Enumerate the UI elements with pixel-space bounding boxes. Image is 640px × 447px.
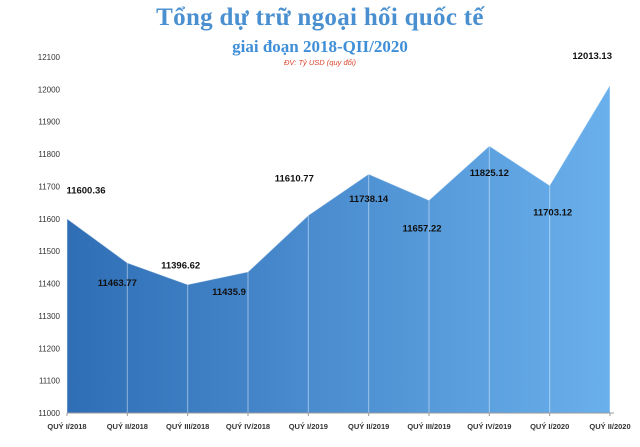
data-label: 11825.12	[470, 168, 509, 179]
chart-subtitle: giai đoạn 2018-QII/2020	[232, 37, 408, 56]
y-tick-label: 11200	[38, 344, 60, 353]
y-tick-label: 11900	[38, 118, 60, 127]
unit-note: ĐV: Tỷ USD (quy đổi)	[284, 58, 356, 67]
x-tick-label: QUÝ I/2019	[289, 422, 328, 431]
chart-title: Tổng dự trữ ngoại hối quốc tế	[156, 4, 484, 31]
data-label: 11435.9	[212, 287, 246, 298]
data-label: 11703.12	[533, 207, 572, 218]
data-label: 11463.77	[98, 278, 137, 289]
data-label: 11738.14	[349, 194, 389, 205]
y-tick-label: 11700	[38, 182, 60, 191]
data-label: 12013.13	[572, 51, 612, 62]
y-tick-label: 11400	[38, 280, 60, 289]
y-tick-label: 11600	[38, 215, 60, 224]
series-line	[66, 84, 611, 286]
x-tick-label: QUÝ II/2019	[348, 422, 389, 431]
x-tick-label: QUÝ IV/2019	[467, 422, 511, 431]
y-tick-label: 11000	[38, 409, 60, 418]
x-tick-label: QUÝ III/2019	[407, 422, 450, 431]
x-tick-label: QUÝ II/2018	[107, 422, 148, 431]
x-tick-label: QUÝ I/2020	[530, 422, 569, 431]
y-tick-label: 11100	[39, 377, 61, 386]
data-label: 11657.22	[402, 223, 441, 234]
data-label: 11396.62	[161, 261, 200, 272]
x-tick-label: QUÝ III/2018	[166, 422, 209, 431]
y-tick-label: 12000	[38, 85, 61, 94]
series-area	[67, 85, 610, 413]
y-tick-label: 11300	[38, 312, 60, 321]
x-tick-label: QUÝ II/2020	[589, 422, 630, 431]
data-label: 11600.36	[66, 186, 105, 197]
area-layer	[66, 84, 611, 413]
y-tick-label: 12100	[38, 53, 61, 62]
x-axis: QUÝ I/2018 QUÝ II/2018 QUÝ III/2018 QUÝ IV/…	[47, 412, 631, 431]
y-tick-label: 11500	[38, 247, 60, 256]
x-tick-label: QUÝ IV/2018	[226, 422, 270, 431]
data-labels: 11600.36 11463.77 11396.62 11435.9 11610.77 1…	[66, 51, 612, 298]
x-tick-label: QUÝ I/2018	[47, 422, 86, 431]
y-tick-label: 11800	[38, 150, 60, 159]
y-axis: 11000 11100 11200 11300 11400 11500 11600 11700…	[38, 53, 61, 418]
data-label: 11610.77	[275, 173, 314, 184]
